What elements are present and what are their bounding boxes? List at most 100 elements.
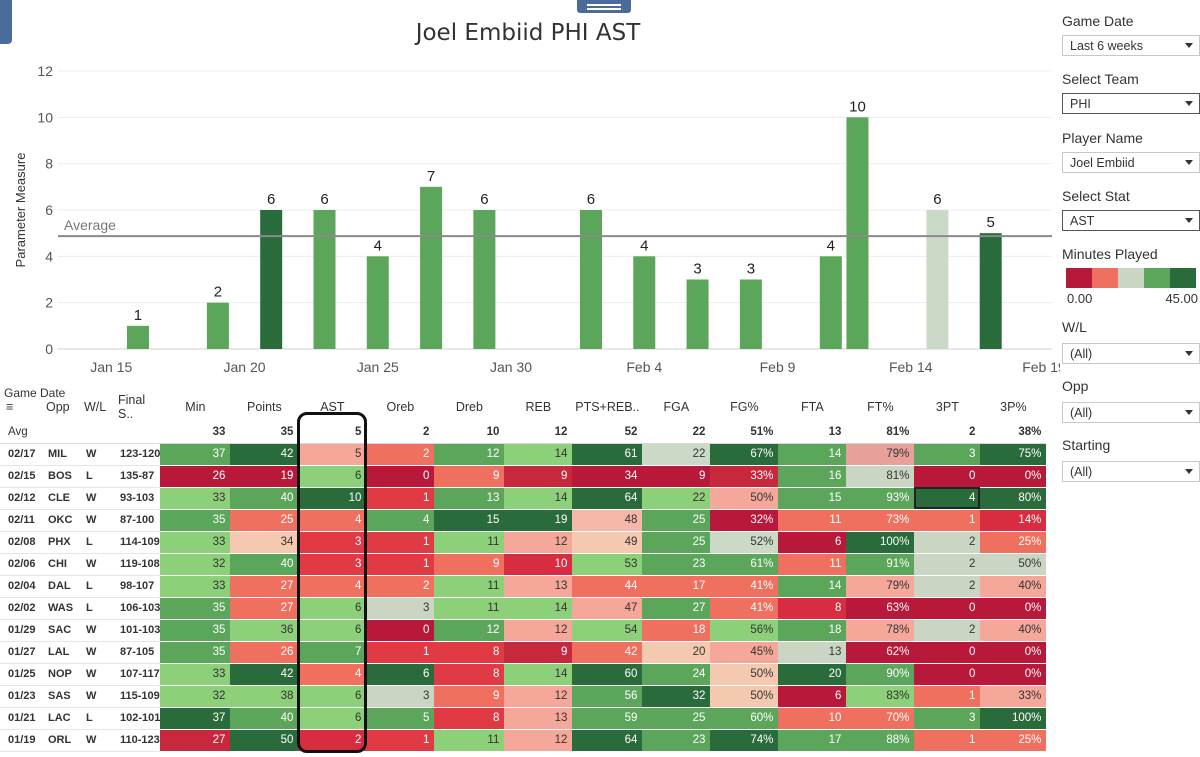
stat-cell[interactable]: 14 [504, 487, 573, 510]
stat-cell[interactable]: 4 [914, 487, 981, 510]
bar[interactable] [206, 302, 229, 349]
column-header[interactable]: AST [320, 400, 345, 414]
table-row[interactable]: 02/04 DAL L 98-107 33 27 4 2 11 13 44 17 41% 14 79% 2 40… [0, 575, 1047, 598]
column-header[interactable]: FT% [867, 400, 894, 414]
stat-cell[interactable]: 9 [434, 685, 505, 708]
stat-cell[interactable]: 0 [366, 465, 435, 488]
stat-cell[interactable]: 12 [504, 729, 573, 752]
stat-cell[interactable]: 44 [572, 575, 643, 598]
stat-cell[interactable]: 25% [980, 729, 1047, 752]
stat-cell[interactable]: 32 [160, 685, 231, 708]
stat-cell[interactable]: 17 [642, 575, 711, 598]
stat-cell[interactable]: 10 [778, 707, 847, 730]
stat-cell[interactable]: 36 [230, 619, 299, 642]
stat-cell[interactable]: 13 [504, 575, 573, 598]
stat-cell[interactable]: 16 [778, 465, 847, 488]
stat-cell[interactable]: 56 [572, 685, 643, 708]
stat-cell[interactable]: 50% [710, 685, 779, 708]
stat-cell[interactable]: 20 [642, 641, 711, 664]
stat-cell[interactable]: 40 [230, 707, 299, 730]
stat-cell[interactable]: 4 [298, 575, 367, 598]
stat-cell[interactable]: 2 [366, 575, 435, 598]
stat-cell[interactable]: 61 [572, 443, 643, 466]
stat-cell[interactable]: 10 [298, 487, 367, 510]
stat-cell[interactable]: 53 [572, 553, 643, 576]
stat-cell[interactable]: 0% [980, 597, 1047, 620]
column-header[interactable]: Dreb [455, 400, 483, 414]
stat-cell[interactable]: 1 [914, 729, 981, 752]
starting-filter-dropdown[interactable]: (All) [1062, 461, 1200, 482]
left-panel-toggle[interactable] [0, 0, 12, 44]
stat-cell[interactable]: 0 [914, 597, 981, 620]
stat-cell[interactable]: 0 [914, 641, 981, 664]
stat-cell[interactable]: 64 [572, 729, 643, 752]
stat-cell[interactable]: 25 [642, 509, 711, 532]
stat-cell[interactable]: 12 [504, 619, 573, 642]
column-header[interactable]: W/L [84, 400, 107, 414]
stat-cell[interactable]: 14 [504, 443, 573, 466]
table-row[interactable]: 02/11 OKC W 87-100 35 25 4 4 15 19 48 25 32% 11 73% 1 14… [0, 509, 1047, 532]
stat-cell[interactable]: 22 [642, 443, 711, 466]
stat-cell[interactable]: 4 [298, 509, 367, 532]
column-header[interactable]: Oreb [386, 400, 415, 414]
stat-cell[interactable]: 61% [710, 553, 779, 576]
select-team-dropdown[interactable]: PHI [1062, 93, 1200, 114]
stat-cell[interactable]: 2 [366, 443, 435, 466]
sort-icon[interactable]: ≡ [6, 400, 14, 414]
stat-cell[interactable]: 6 [298, 685, 367, 708]
table-row[interactable]: 01/23 SAS W 115-109 32 38 6 3 9 12 56 32 50% 6 83% 1 33% [0, 685, 1047, 708]
column-header[interactable]: Opp [46, 400, 70, 414]
stat-cell[interactable]: 1 [366, 729, 435, 752]
bar[interactable] [686, 279, 709, 350]
stat-cell[interactable]: 20 [778, 663, 847, 686]
stat-cell[interactable]: 47 [572, 597, 643, 620]
stat-cell[interactable]: 79% [846, 443, 915, 466]
bar[interactable] [579, 210, 602, 349]
column-header[interactable]: FGA [663, 400, 690, 414]
stat-cell[interactable]: 32 [642, 685, 711, 708]
table-row[interactable]: 02/17 MIL W 123-120 37 42 5 2 12 14 61 22 67% 14 79% 3 7… [0, 443, 1047, 466]
stat-cell[interactable]: 6 [298, 465, 367, 488]
stat-cell[interactable]: 3 [298, 531, 367, 554]
stat-cell[interactable]: 5 [366, 707, 435, 730]
stat-cell[interactable]: 8 [778, 597, 847, 620]
stat-cell[interactable]: 19 [230, 465, 299, 488]
stat-cell[interactable]: 11 [778, 553, 847, 576]
stat-cell[interactable]: 34 [230, 531, 299, 554]
stat-cell[interactable]: 26 [230, 641, 299, 664]
stat-cell[interactable]: 19 [504, 509, 573, 532]
stat-cell[interactable]: 32 [160, 553, 231, 576]
stat-cell[interactable]: 14 [778, 443, 847, 466]
stat-cell[interactable]: 60% [710, 707, 779, 730]
stat-cell[interactable]: 7 [298, 641, 367, 664]
stat-cell[interactable]: 50% [710, 663, 779, 686]
stat-cell[interactable]: 41% [710, 575, 779, 598]
stat-cell[interactable]: 15 [434, 509, 505, 532]
stat-cell[interactable]: 3 [298, 553, 367, 576]
game-date-dropdown[interactable]: Last 6 weeks [1062, 35, 1200, 56]
stat-cell[interactable]: 14 [778, 575, 847, 598]
stat-cell[interactable]: 9 [504, 465, 573, 488]
stat-cell[interactable]: 0 [366, 619, 435, 642]
stat-cell[interactable]: 50% [980, 553, 1047, 576]
stat-cell[interactable]: 40 [230, 553, 299, 576]
stat-cell[interactable]: 78% [846, 619, 915, 642]
stat-cell[interactable]: 0% [980, 641, 1047, 664]
table-row[interactable]: 02/08 PHX L 114-109 33 34 3 1 11 12 49 25 52% 6 100% 2 2… [0, 531, 1047, 554]
stat-cell[interactable]: 70% [846, 707, 915, 730]
stat-cell[interactable]: 26 [160, 465, 231, 488]
stat-cell[interactable]: 33% [980, 685, 1047, 708]
stat-cell[interactable]: 25% [980, 531, 1047, 554]
stat-cell[interactable]: 6 [298, 619, 367, 642]
stat-cell[interactable]: 11 [778, 509, 847, 532]
stat-cell[interactable]: 83% [846, 685, 915, 708]
stat-cell[interactable]: 1 [366, 487, 435, 510]
opp-filter-dropdown[interactable]: (All) [1062, 402, 1200, 423]
stat-cell[interactable]: 79% [846, 575, 915, 598]
stat-cell[interactable]: 12 [504, 685, 573, 708]
bar[interactable] [260, 210, 283, 349]
table-row[interactable]: 02/12 CLE W 93-103 33 40 10 1 13 14 64 22 50% 15 93% 4 8… [0, 487, 1047, 510]
stat-cell[interactable]: 48 [572, 509, 643, 532]
stat-cell[interactable]: 64 [572, 487, 643, 510]
stat-cell[interactable]: 42 [230, 443, 299, 466]
